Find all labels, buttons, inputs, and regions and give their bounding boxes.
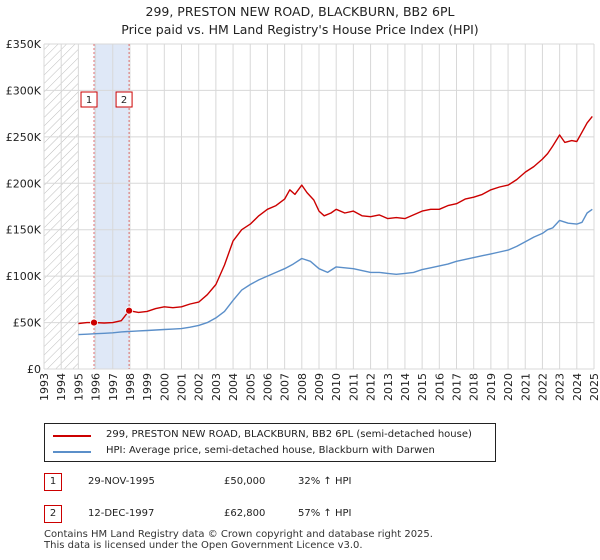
x-tick-label: 2007: [279, 373, 292, 401]
x-tick-label: 2011: [347, 373, 360, 401]
legend-label-property: 299, PRESTON NEW ROAD, BLACKBURN, BB2 6P…: [106, 429, 472, 440]
x-tick-label: 2014: [399, 373, 412, 401]
x-tick-label: 2022: [536, 373, 549, 401]
x-tick-label: 2017: [451, 373, 464, 401]
y-tick-label: £0: [27, 363, 41, 376]
x-tick-label: 2019: [485, 373, 498, 401]
x-tick-label: 1997: [107, 373, 120, 401]
legend-swatch-hpi: [53, 451, 91, 453]
x-tick-label: 2005: [244, 373, 257, 401]
x-tick-label: 1993: [38, 373, 51, 401]
x-tick-label: 2020: [502, 373, 515, 401]
x-tick-label: 2000: [158, 373, 171, 401]
sale-label-box-2: [115, 91, 133, 108]
x-tick-label: 1995: [72, 373, 85, 401]
price-chart: £0 £50K £100K £150K £200K £250K £300K £350K 1993…: [6, 38, 600, 401]
sale-label-1: 1: [86, 95, 92, 106]
sale-label-2: 2: [121, 95, 127, 106]
footer: Contains HM Land Registry data © Crown c…: [44, 529, 433, 551]
y-tick-label: £150K: [6, 224, 42, 237]
property-price-line: [78, 115, 593, 325]
sale-badge-2: 2: [44, 505, 62, 523]
x-tick-label: 2025: [588, 373, 600, 401]
title-line-1: 299, PRESTON NEW ROAD, BLACKBURN, BB2 6P…: [145, 4, 455, 19]
sale-hpi-2: 57% ↑ HPI: [298, 508, 352, 519]
sale-marker-1: [90, 318, 98, 327]
y-tick-label: £250K: [6, 131, 42, 144]
legend-swatch-property: [53, 435, 91, 437]
footer-line-1: Contains HM Land Registry data © Crown c…: [44, 529, 433, 540]
x-tick-label: 2003: [210, 373, 223, 401]
sale-label-box-1: [80, 91, 98, 108]
sale-badge-1: 1: [44, 473, 62, 491]
hpi-line: [78, 208, 593, 336]
x-tick-label: 2024: [571, 373, 584, 401]
x-tick-label: 1996: [90, 373, 103, 401]
x-tick-label: 2002: [193, 373, 206, 401]
x-tick-label: 2004: [227, 373, 240, 401]
y-tick-label: £50K: [13, 317, 42, 330]
x-tick-label: 2009: [313, 373, 326, 401]
x-tick-label: 2008: [296, 373, 309, 401]
x-tick-label: 2016: [433, 373, 446, 401]
chart-title: 299, PRESTON NEW ROAD, BLACKBURN, BB2 6P…: [0, 3, 600, 39]
y-tick-label: £100K: [6, 270, 42, 283]
x-tick-label: 2001: [176, 373, 189, 401]
y-tick-label: £350K: [6, 38, 42, 51]
sale-price-1: £50,000: [224, 476, 266, 487]
y-tick-label: £200K: [6, 177, 42, 190]
legend: 299, PRESTON NEW ROAD, BLACKBURN, BB2 6P…: [44, 423, 496, 462]
x-tick-label: 2012: [365, 373, 378, 401]
legend-label-hpi: HPI: Average price, semi-detached house,…: [106, 445, 435, 456]
x-tick-label: 2021: [519, 373, 532, 401]
sale-marker-2: [125, 306, 133, 315]
sale-date-1: 29-NOV-1995: [88, 476, 155, 487]
x-tick-label: 1994: [55, 373, 68, 401]
y-tick-label: £300K: [6, 84, 42, 97]
x-tick-label: 1998: [124, 373, 137, 401]
x-tick-label: 2010: [330, 373, 343, 401]
x-tick-label: 2013: [382, 373, 395, 401]
sale-hpi-1: 32% ↑ HPI: [298, 476, 352, 487]
title-line-2: Price paid vs. HM Land Registry's House …: [121, 22, 479, 37]
x-tick-label: 1999: [141, 373, 154, 401]
x-tick-label: 2018: [468, 373, 481, 401]
sale-price-2: £62,800: [224, 508, 266, 519]
x-tick-label: 2023: [554, 373, 567, 401]
x-tick-label: 2015: [416, 373, 429, 401]
sale-date-2: 12-DEC-1997: [88, 508, 155, 519]
series-layer: [78, 115, 593, 336]
footer-line-2: This data is licensed under the Open Gov…: [44, 540, 363, 551]
x-tick-label: 2006: [261, 373, 274, 401]
axis-layer: £0 £50K £100K £150K £200K £250K £300K £350K 1993…: [6, 38, 600, 401]
